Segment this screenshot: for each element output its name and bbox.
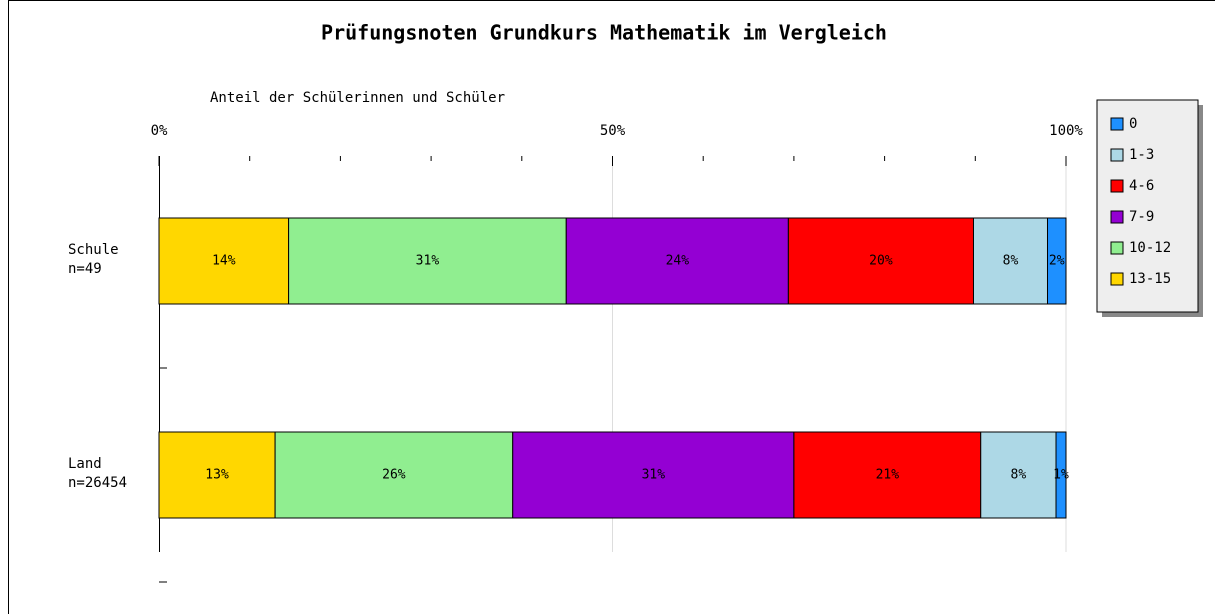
legend-swatch — [1110, 117, 1124, 131]
bar-segment — [158, 217, 290, 305]
legend-label: 10-12 — [1129, 240, 1171, 256]
data-label: 14% — [212, 254, 236, 269]
x-tick-label: 100% — [1049, 123, 1083, 139]
legend-swatch — [1110, 179, 1124, 193]
legend-label: 7-9 — [1129, 209, 1154, 225]
bar-segment — [980, 431, 1057, 519]
bar-segment — [787, 217, 974, 305]
frame — [8, 0, 1215, 614]
data-label: 24% — [666, 254, 690, 269]
y-tick-label: Land n=26454 — [68, 456, 128, 491]
x-tick-label: 50% — [600, 123, 626, 139]
data-label: 31% — [416, 254, 440, 269]
legend-swatch — [1110, 148, 1124, 162]
bar-segment — [274, 431, 514, 519]
axis-label: Anteil der Schülerinnen und Schüler — [210, 90, 505, 106]
bar-segment — [1046, 217, 1067, 305]
legend-label: 4-6 — [1129, 178, 1154, 194]
legend-swatch — [1110, 272, 1124, 286]
legend-swatch — [1110, 241, 1124, 255]
bar-segment — [158, 431, 276, 519]
data-label: 13% — [205, 468, 229, 483]
data-label: 2% — [1049, 254, 1065, 269]
data-label: 8% — [1011, 468, 1027, 483]
legend-label: 13-15 — [1129, 271, 1171, 287]
data-label: 31% — [642, 468, 666, 483]
chart-title: Prüfungsnoten Grundkurs Mathematik im Ve… — [321, 21, 887, 45]
bar-segment — [512, 431, 795, 519]
data-label: 21% — [876, 468, 900, 483]
legend-swatch — [1110, 210, 1124, 224]
data-label: 26% — [382, 468, 406, 483]
data-label: 1% — [1053, 468, 1069, 483]
legend-label: 0 — [1129, 116, 1137, 132]
bar-segment — [793, 431, 982, 519]
x-tick-label: 0% — [151, 123, 168, 139]
bar-segment — [288, 217, 567, 305]
bar-segment — [1055, 431, 1067, 519]
bar-segment — [972, 217, 1048, 305]
y-tick-label: Schule n=49 — [68, 242, 119, 277]
bar-segment — [565, 217, 789, 305]
legend-label: 1-3 — [1129, 147, 1154, 163]
data-label: 20% — [869, 254, 893, 269]
data-label: 8% — [1003, 254, 1019, 269]
